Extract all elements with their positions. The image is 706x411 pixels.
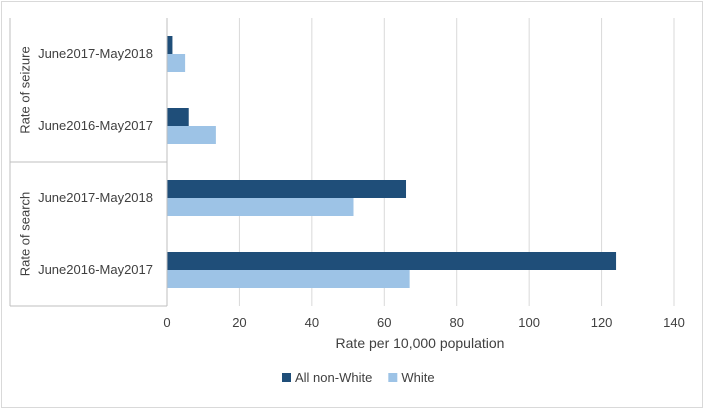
x-tick-label: 60 [377, 315, 391, 330]
legend-swatch [282, 373, 291, 382]
x-tick-label: 20 [232, 315, 246, 330]
legend: All non-White White [282, 370, 435, 385]
legend-label: White [401, 370, 434, 385]
x-tick-label: 40 [305, 315, 319, 330]
group-label: Rate of seizure [17, 46, 32, 133]
x-tick-label: 140 [663, 315, 685, 330]
category-label: June2016-May2017 [38, 118, 153, 133]
category-label: June2016-May2017 [38, 262, 153, 277]
x-tick-label: 80 [449, 315, 463, 330]
x-tick-label: 100 [518, 315, 540, 330]
x-tick-label: 0 [163, 315, 170, 330]
x-axis-title: Rate per 10,000 population [336, 335, 505, 351]
bar [167, 180, 407, 198]
category-label: June2017-May2018 [38, 46, 153, 61]
bar [167, 126, 216, 144]
bar [167, 36, 173, 54]
x-tick-labels: 0 20 40 60 80 100 120 140 [163, 315, 684, 330]
bars [167, 36, 617, 288]
bar [167, 252, 617, 270]
category-label: June2017-May2018 [38, 190, 153, 205]
bar [167, 198, 354, 216]
bar [167, 108, 189, 126]
x-tick-label: 120 [591, 315, 613, 330]
group-label: Rate of search [17, 192, 32, 277]
category-axis: Rate of seizure June2017-May2018 June2016-… [9, 18, 168, 307]
legend-label: All non-White [295, 370, 372, 385]
bar [167, 54, 186, 72]
legend-swatch [388, 373, 398, 382]
bar [167, 270, 410, 288]
